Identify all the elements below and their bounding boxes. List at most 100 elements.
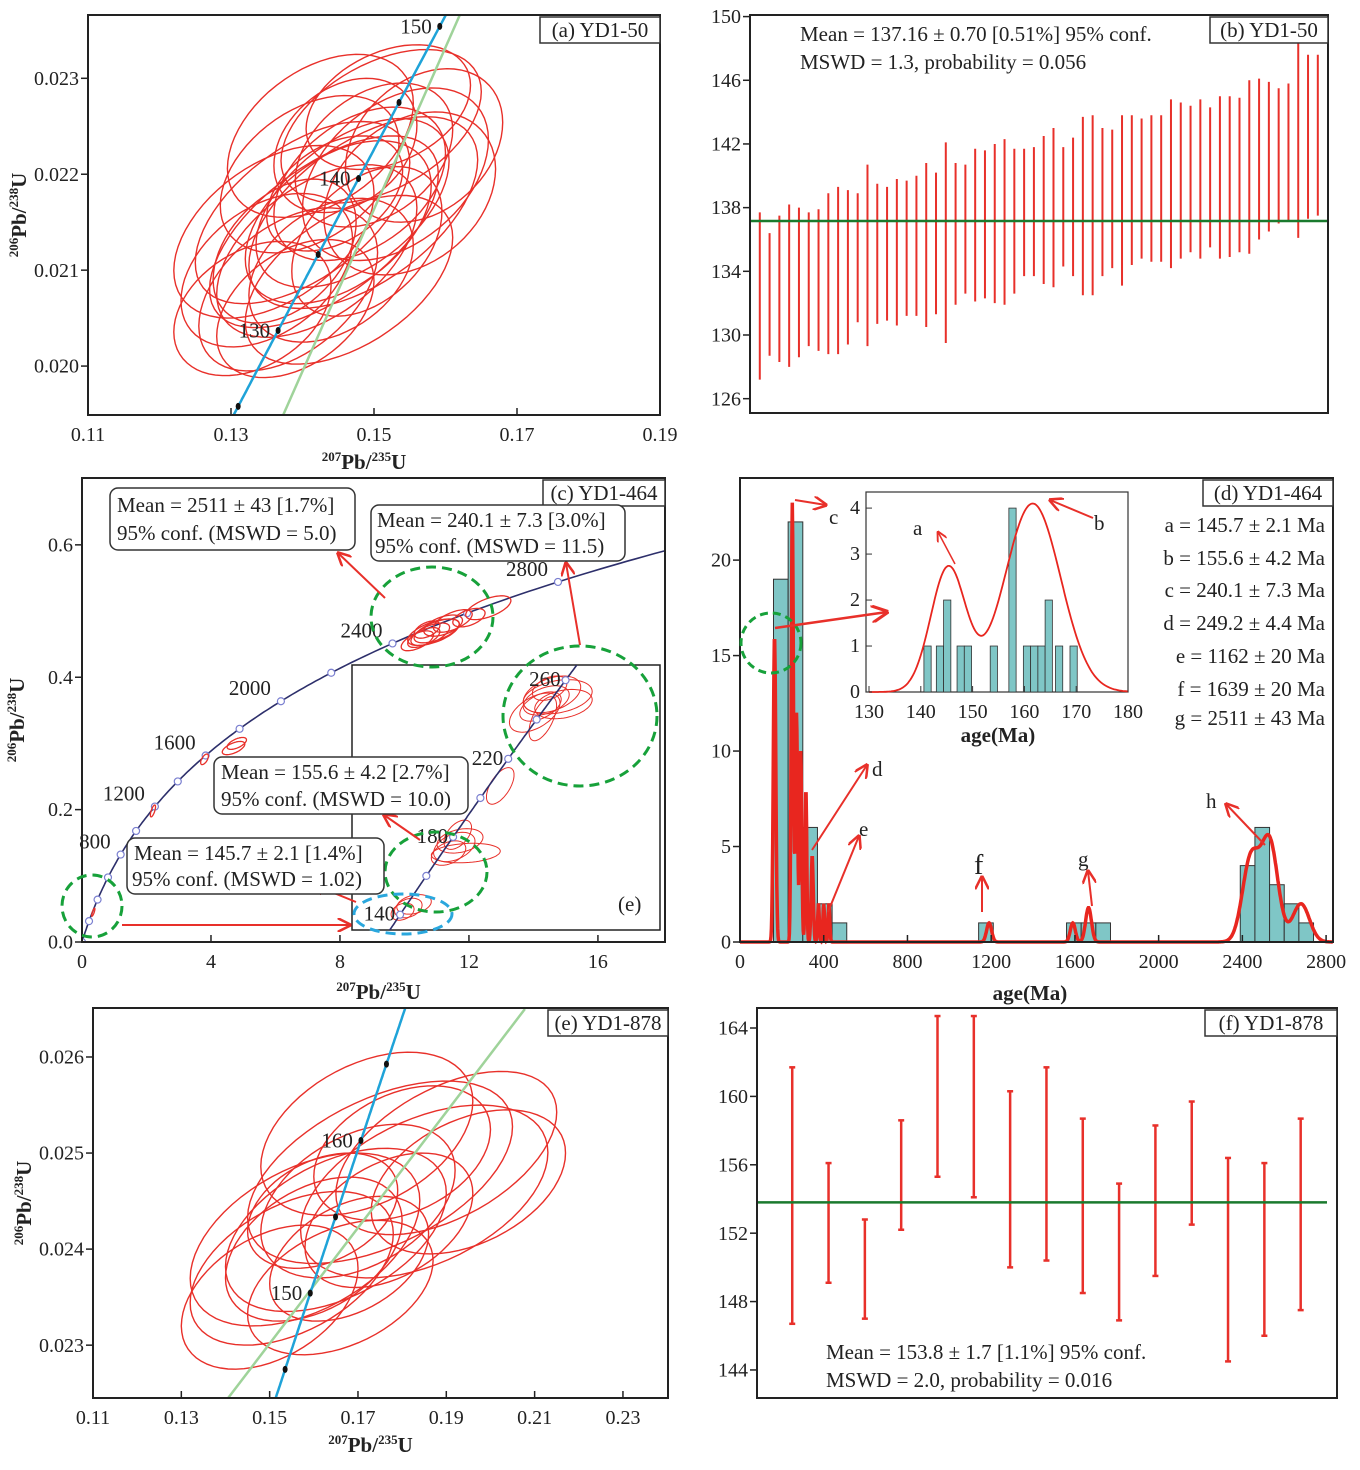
inset-concordia-age-marker — [532, 715, 541, 724]
x-tick-label: 0.13 — [214, 424, 249, 446]
panel-d-x-axis-title: age(Ma) — [993, 981, 1068, 1005]
peak-label-f: f — [974, 850, 984, 881]
cluster-2511-highlight — [369, 565, 495, 669]
arrow-155 — [384, 815, 421, 841]
x-tick-label: 1200 — [971, 951, 1011, 973]
error-ellipse — [200, 753, 210, 766]
panel-d-annotations — [739, 500, 1266, 913]
concordia-age-dot — [282, 1365, 288, 1373]
concordia-age-marker — [553, 577, 563, 587]
axis-title-part: Pb/ — [7, 206, 31, 238]
cluster-145-highlight — [352, 892, 454, 936]
x-tick-label: 1600 — [1055, 951, 1095, 973]
x-tick-label: 0.15 — [252, 1407, 287, 1429]
error-ellipse — [91, 907, 96, 917]
x-axis-title: 207Pb/235U — [328, 1432, 413, 1457]
inset-histogram-bar — [935, 645, 944, 693]
mean-box-145-line2: 95% conf. (MSWD = 1.02) — [132, 867, 362, 891]
error-ellipse — [226, 53, 415, 219]
inset-histogram-bar — [963, 645, 972, 693]
inset-y-tick-label: 3 — [850, 543, 860, 565]
concordia-age-label: 2000 — [229, 676, 271, 700]
panel-label: (d) YD1-464 — [1214, 481, 1323, 505]
peak-label-a: a — [913, 516, 923, 540]
axis-title-part: 206 — [6, 237, 21, 257]
error-ellipse — [432, 609, 473, 633]
inset-concordia-age-label: 180 — [417, 824, 449, 848]
concordia-age-marker — [235, 724, 244, 733]
x-tick-label: 0.19 — [429, 1407, 464, 1429]
y-tick-label: 0.026 — [39, 1047, 84, 1069]
axis-title-part: 207 — [322, 449, 342, 464]
concordia-age-dot — [333, 1213, 339, 1221]
panel-c-annotations — [60, 553, 659, 939]
plot-area — [388, 665, 593, 930]
mean-box-2511-line2: 95% conf. (MSWD = 5.0) — [117, 521, 336, 545]
error-ellipse — [273, 106, 447, 262]
inset-kde-curve — [869, 502, 1129, 693]
concordia-age-dot — [383, 1060, 389, 1068]
panel-label-box — [1202, 479, 1334, 507]
inset-histogram-bar — [956, 645, 965, 693]
axis-title-part: Pb/ — [348, 1433, 380, 1457]
x-axis-title: 207Pb/235U — [322, 449, 407, 474]
error-ellipse — [246, 1080, 514, 1265]
error-ellipse — [407, 626, 441, 649]
young-peak-highlight — [739, 611, 803, 675]
y-tick-label: 134 — [711, 261, 741, 283]
error-ellipse — [246, 1152, 399, 1270]
axis-title-part: U — [406, 980, 421, 1004]
y-tick-label: 142 — [711, 134, 741, 156]
plot-area — [173, 15, 504, 415]
peak-label-g: g — [1078, 847, 1089, 871]
legend-g: g = 2511 ± 43 Ma — [1175, 706, 1326, 730]
y-tick-label: 0.4 — [48, 667, 73, 689]
concordia-age-label: 160 — [321, 1129, 353, 1153]
x-tick-label: 0.21 — [517, 1407, 552, 1429]
panel-f-stats-line1: Mean = 153.8 ± 1.7 [1.1%] 95% conf. — [826, 1340, 1146, 1364]
concordia-age-dot — [356, 175, 362, 183]
error-ellipse — [304, 1152, 474, 1289]
inset-concordia-age-marker — [395, 910, 405, 919]
inset-y-tick-label: 2 — [850, 589, 860, 611]
error-ellipse — [452, 607, 486, 628]
error-ellipse — [323, 111, 497, 276]
y-tick-label: 20 — [711, 550, 731, 572]
mean-box-155-line1: Mean = 155.6 ± 4.2 [2.7%] — [221, 760, 450, 784]
axis-title-part: Pb/ — [356, 980, 388, 1004]
x-tick-label: 0.23 — [605, 1407, 640, 1429]
error-ellipse — [226, 736, 248, 751]
mean-box-2511: Mean = 2511 ± 43 [1.7%] 95% conf. (MSWD … — [109, 487, 356, 551]
x-tick-label: 0.11 — [76, 1407, 110, 1429]
inset-concordia-age-label: 220 — [472, 746, 504, 770]
peak-label-h: h — [1206, 789, 1217, 813]
cluster-240-highlight — [501, 644, 659, 788]
x-tick-label: 800 — [892, 951, 922, 973]
y-tick-label: 0.020 — [34, 356, 79, 378]
concordia-curve — [232, 15, 448, 415]
arrow-c — [794, 500, 826, 505]
x-tick-label: 0 — [77, 951, 87, 973]
error-ellipse — [433, 831, 476, 863]
x-tick-label: 2800 — [1306, 951, 1346, 973]
y-tick-label: 146 — [711, 70, 741, 92]
axis-title-part: Pb/ — [341, 450, 373, 474]
histogram-bar — [1239, 865, 1256, 943]
error-ellipse — [393, 897, 423, 919]
mean-box-155-line2: 95% conf. (MSWD = 10.0) — [221, 787, 451, 811]
error-ellipse — [215, 238, 375, 379]
error-ellipse — [212, 178, 357, 324]
concordia-age-dot — [437, 22, 443, 30]
peak-label-e: e — [859, 817, 868, 841]
plot-area — [180, 1008, 567, 1398]
axis-title-part: 235 — [378, 1432, 398, 1447]
error-ellipse — [219, 94, 400, 254]
peak-label-c: c — [829, 505, 838, 529]
inset-histogram-bar — [1044, 599, 1053, 693]
legend-b: b = 155.6 ± 4.2 Ma — [1163, 546, 1325, 570]
y-axis-title: 206Pb/238U — [4, 678, 29, 763]
y-axis-title: 206Pb/238U — [6, 173, 31, 258]
y-tick-label: 0.025 — [39, 1143, 84, 1165]
inset-concordia-age-marker — [504, 754, 513, 763]
x-tick-label: 2400 — [1222, 951, 1262, 973]
